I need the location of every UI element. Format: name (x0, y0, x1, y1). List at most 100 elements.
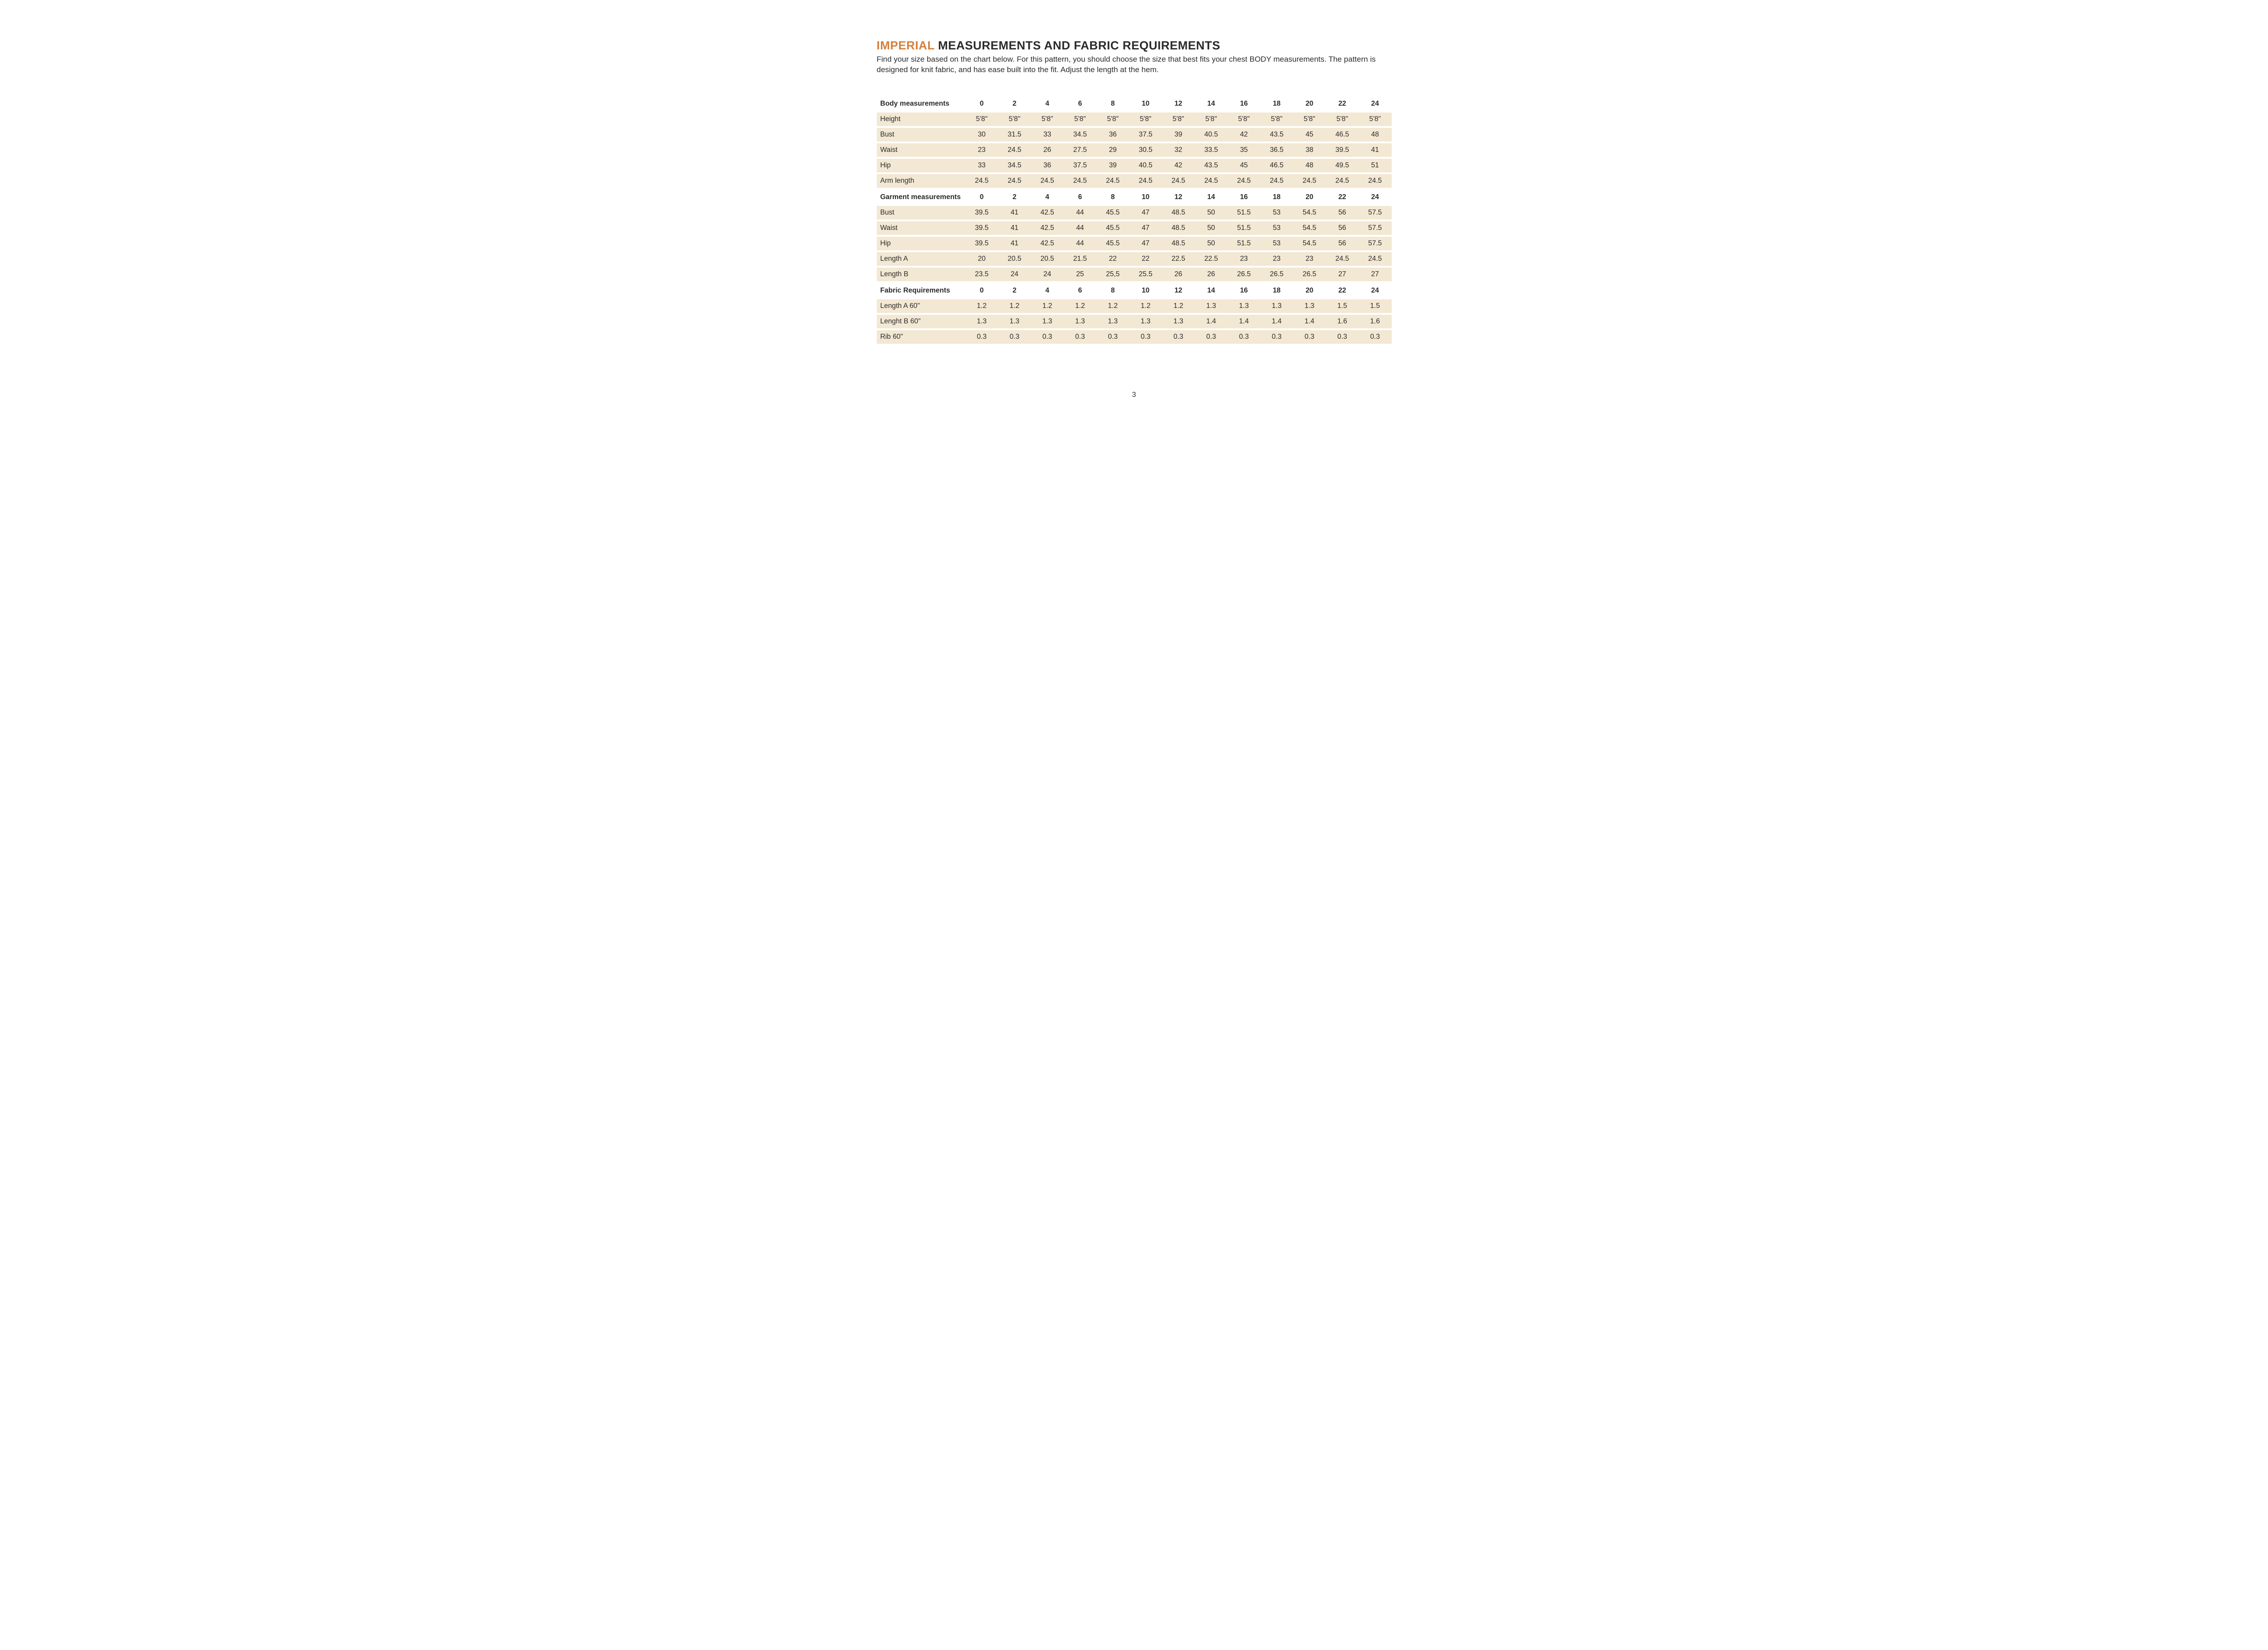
cell-value: 23 (1293, 252, 1326, 266)
cell-value: 20 (965, 252, 998, 266)
cell-value: 1.2 (998, 299, 1031, 313)
cell-value: 1.6 (1359, 315, 1391, 328)
table-row: Height5'8"5'8"5'8"5'8"5'8"5'8"5'8"5'8"5'… (877, 112, 1392, 126)
cell-value: 30.5 (1129, 143, 1162, 157)
cell-value: 24.5 (1293, 174, 1326, 188)
cell-value: 51.5 (1227, 221, 1260, 235)
cell-value: 25.5 (1129, 268, 1162, 281)
cell-value: 0.3 (1293, 330, 1326, 344)
cell-value: 29 (1096, 143, 1129, 157)
section-label: Body measurements (877, 96, 966, 111)
cell-value: 1.3 (1227, 299, 1260, 313)
cell-value: 45.5 (1096, 221, 1129, 235)
cell-value: 54.5 (1293, 206, 1326, 220)
table-row: Rib 60"0.30.30.30.30.30.30.30.30.30.30.3… (877, 330, 1392, 344)
cell-value: 54.5 (1293, 237, 1326, 250)
cell-value: 1.3 (965, 315, 998, 328)
cell-value: 46.5 (1260, 159, 1293, 172)
size-header: 24 (1359, 96, 1391, 111)
cell-value: 21.5 (1064, 252, 1096, 266)
cell-value: 5'8" (998, 112, 1031, 126)
intro-text: Find your size based on the chart below.… (877, 54, 1385, 75)
section-label: Garment measurements (877, 190, 966, 204)
cell-value: 1.5 (1326, 299, 1359, 313)
cell-value: 48.5 (1162, 237, 1195, 250)
cell-value: 5'8" (1326, 112, 1359, 126)
size-header: 24 (1359, 283, 1391, 298)
row-label: Hip (877, 237, 966, 250)
table-row: Hip39.54142.54445.54748.55051.55354.5565… (877, 237, 1392, 250)
table-row: Bust3031.53334.53637.53940.54243.54546.5… (877, 128, 1392, 142)
cell-value: 1.6 (1326, 315, 1359, 328)
size-header: 10 (1129, 96, 1162, 111)
cell-value: 5'8" (1195, 112, 1227, 126)
cell-value: 39.5 (965, 206, 998, 220)
size-header: 0 (965, 283, 998, 298)
cell-value: 51 (1359, 159, 1391, 172)
cell-value: 50 (1195, 237, 1227, 250)
cell-value: 1.2 (965, 299, 998, 313)
cell-value: 1.2 (1031, 299, 1064, 313)
cell-value: 1.4 (1227, 315, 1260, 328)
cell-value: 27 (1359, 268, 1391, 281)
cell-value: 23 (1227, 252, 1260, 266)
size-header: 16 (1227, 96, 1260, 111)
cell-value: 22 (1096, 252, 1129, 266)
cell-value: 0.3 (1260, 330, 1293, 344)
cell-value: 38 (1293, 143, 1326, 157)
row-label: Waist (877, 221, 966, 235)
cell-value: 42.5 (1031, 237, 1064, 250)
cell-value: 57.5 (1359, 206, 1391, 220)
cell-value: 34.5 (1064, 128, 1096, 142)
cell-value: 36 (1031, 159, 1064, 172)
cell-value: 1.2 (1162, 299, 1195, 313)
size-header: 22 (1326, 190, 1359, 204)
size-header: 8 (1096, 190, 1129, 204)
cell-value: 0.3 (1162, 330, 1195, 344)
cell-value: 26 (1031, 143, 1064, 157)
cell-value: 1.3 (1031, 315, 1064, 328)
cell-value: 24.5 (1359, 174, 1391, 188)
cell-value: 53 (1260, 206, 1293, 220)
size-header: 20 (1293, 283, 1326, 298)
cell-value: 41 (1359, 143, 1391, 157)
cell-value: 24 (998, 268, 1031, 281)
cell-value: 1.2 (1064, 299, 1096, 313)
size-header: 6 (1064, 283, 1096, 298)
cell-value: 44 (1064, 206, 1096, 220)
cell-value: 24.5 (1195, 174, 1227, 188)
cell-value: 0.3 (1359, 330, 1391, 344)
size-header: 6 (1064, 190, 1096, 204)
cell-value: 41 (998, 237, 1031, 250)
cell-value: 42.5 (1031, 221, 1064, 235)
size-header: 20 (1293, 96, 1326, 111)
cell-value: 54.5 (1293, 221, 1326, 235)
cell-value: 26.5 (1260, 268, 1293, 281)
cell-value: 0.3 (965, 330, 998, 344)
cell-value: 47 (1129, 237, 1162, 250)
cell-value: 49.5 (1326, 159, 1359, 172)
cell-value: 1.3 (1195, 299, 1227, 313)
section-header: Garment measurements02468101214161820222… (877, 190, 1392, 204)
cell-value: 0.3 (1326, 330, 1359, 344)
cell-value: 47 (1129, 206, 1162, 220)
cell-value: 40.5 (1129, 159, 1162, 172)
size-header: 16 (1227, 283, 1260, 298)
row-label: Bust (877, 128, 966, 142)
cell-value: 1.4 (1195, 315, 1227, 328)
size-header: 2 (998, 96, 1031, 111)
cell-value: 5'8" (1162, 112, 1195, 126)
cell-value: 39 (1096, 159, 1129, 172)
cell-value: 5'8" (1293, 112, 1326, 126)
cell-value: 1.3 (1293, 299, 1326, 313)
cell-value: 45.5 (1096, 237, 1129, 250)
table-row: Bust39.54142.54445.54748.55051.55354.556… (877, 206, 1392, 220)
cell-value: 24.5 (998, 143, 1031, 157)
row-label: Length B (877, 268, 966, 281)
cell-value: 1.3 (998, 315, 1031, 328)
size-header: 20 (1293, 190, 1326, 204)
cell-value: 39.5 (965, 237, 998, 250)
cell-value: 39 (1162, 128, 1195, 142)
cell-value: 22 (1129, 252, 1162, 266)
cell-value: 22.5 (1162, 252, 1195, 266)
